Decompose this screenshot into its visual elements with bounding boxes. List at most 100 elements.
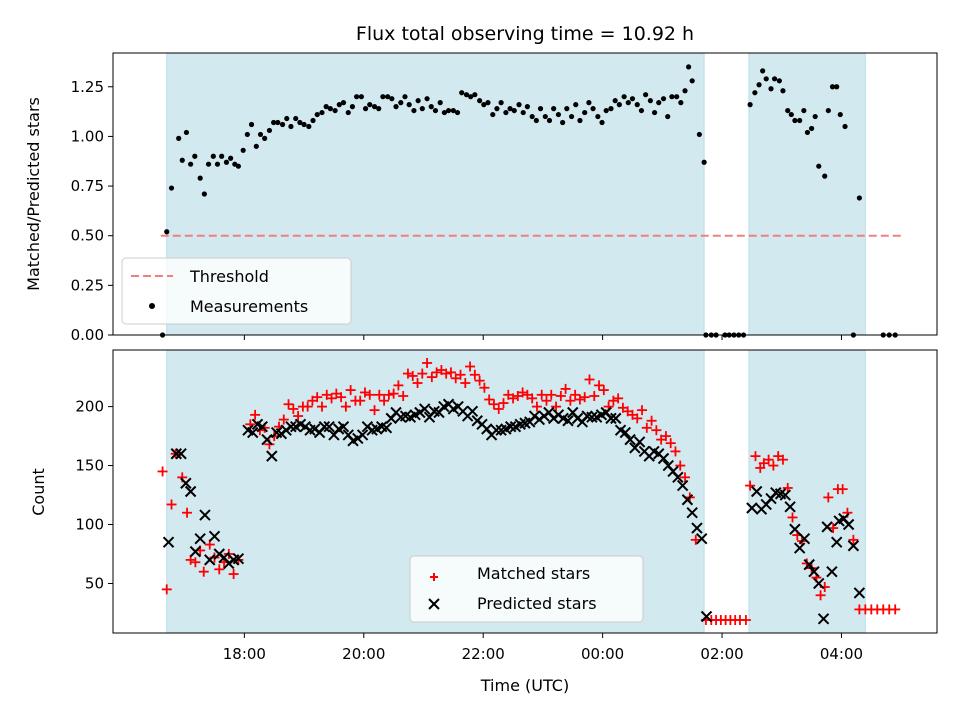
measurement-point — [555, 111, 562, 118]
y-axis-label-bottom: Count — [29, 468, 48, 516]
legend-measurements-label: Measurements — [190, 297, 308, 316]
measurement-point — [402, 94, 408, 100]
predicted-star-point — [700, 610, 713, 623]
measurement-point — [340, 100, 347, 106]
observing-window — [748, 52, 866, 336]
measurement-point — [582, 109, 588, 116]
matched-star-point — [594, 380, 605, 391]
measurement-point — [168, 185, 175, 191]
predicted-stars-points — [162, 398, 866, 625]
measurement-point — [279, 121, 286, 128]
predicted-star-point — [162, 536, 175, 548]
measurement-point — [271, 119, 277, 126]
measurement-point — [771, 76, 778, 82]
measurement-point — [595, 113, 601, 120]
predicted-star-point — [380, 422, 393, 434]
predicted-star-point — [261, 433, 273, 446]
measurement-point — [776, 78, 782, 84]
measurement-point — [520, 109, 526, 116]
plot-frame-bottom — [112, 349, 938, 634]
measurement-point — [472, 92, 478, 98]
predicted-star-point — [208, 530, 221, 543]
legend-matched-label: Matched stars — [477, 564, 590, 583]
matched-star-point — [278, 414, 289, 425]
matched-star-point — [455, 369, 466, 380]
measurement-point — [756, 82, 762, 88]
matched-star-point — [555, 390, 566, 401]
measurement-point — [380, 94, 386, 100]
predicted-star-point — [247, 426, 259, 439]
measurement-point — [376, 106, 382, 112]
measurement-point — [240, 147, 246, 153]
predicted-star-point — [504, 420, 517, 433]
measurement-point — [354, 94, 360, 100]
measurement-point — [856, 195, 862, 201]
matched-star-point — [393, 380, 404, 391]
measurement-point — [503, 109, 509, 116]
measurement-point — [485, 100, 491, 106]
predicted-star-point — [784, 501, 796, 513]
matched-star-point — [407, 370, 418, 381]
measurement-point — [288, 123, 294, 130]
measurement-point — [638, 107, 645, 114]
matched-star-point — [417, 368, 428, 379]
measurement-point — [816, 163, 822, 169]
measurement-point — [253, 143, 259, 149]
measurement-point — [660, 96, 667, 102]
predicted-star-point — [633, 436, 646, 448]
legend-predicted-label: Predicted stars — [477, 594, 597, 613]
measurement-point — [524, 104, 530, 110]
matched-star-point — [613, 393, 624, 404]
measurement-point — [701, 159, 707, 165]
matched-star-point — [374, 389, 385, 400]
predicted-star-point — [356, 429, 369, 441]
predicted-star-point — [746, 502, 758, 514]
matched-star-point — [460, 378, 471, 389]
measurement-point — [358, 94, 364, 100]
matched-star-point — [584, 374, 595, 385]
x-tick-label: 20:00 — [342, 645, 385, 663]
measurement-point — [176, 135, 182, 141]
measurement-point — [651, 109, 658, 116]
measurement-point — [332, 107, 338, 114]
matched-star-point — [787, 512, 798, 523]
measurement-point — [674, 94, 680, 100]
measurement-point — [825, 107, 831, 114]
measurement-point — [415, 98, 421, 104]
matched-star-point — [369, 405, 380, 416]
measurement-point — [656, 100, 662, 106]
measurement-point — [248, 121, 255, 128]
measurement-point — [689, 78, 695, 84]
measurement-point — [608, 106, 614, 112]
matched-star-point — [675, 460, 686, 471]
measurement-point — [459, 90, 465, 96]
measurement-point — [792, 117, 798, 124]
matched-star-point — [646, 415, 657, 426]
x-tick-label: 02:00 — [700, 645, 743, 663]
measurement-point — [621, 94, 627, 100]
matched-star-point — [641, 422, 652, 433]
x-axis-ticks-top — [243, 335, 842, 340]
matched-star-point — [484, 394, 495, 405]
measurement-point — [188, 161, 194, 167]
measurement-point — [411, 107, 417, 114]
measurement-point — [293, 115, 299, 122]
measurement-point — [842, 123, 848, 130]
predicted-star-point — [337, 420, 350, 433]
matched-star-point — [745, 480, 756, 491]
predicted-star-point — [808, 565, 820, 578]
matched-star-point — [398, 390, 409, 401]
matched-star-point — [355, 395, 366, 406]
measurement-point — [235, 163, 241, 169]
measurement-point — [612, 98, 618, 104]
matched-star-point — [670, 446, 681, 457]
matched-star-point — [326, 393, 337, 404]
matched-star-point — [493, 403, 504, 414]
predicted-star-point — [194, 532, 206, 545]
measurement-point — [481, 102, 487, 108]
matched-star-point — [608, 395, 619, 406]
predicted-star-point — [318, 420, 331, 433]
measurement-point — [634, 102, 640, 108]
predicted-star-point — [490, 424, 503, 436]
